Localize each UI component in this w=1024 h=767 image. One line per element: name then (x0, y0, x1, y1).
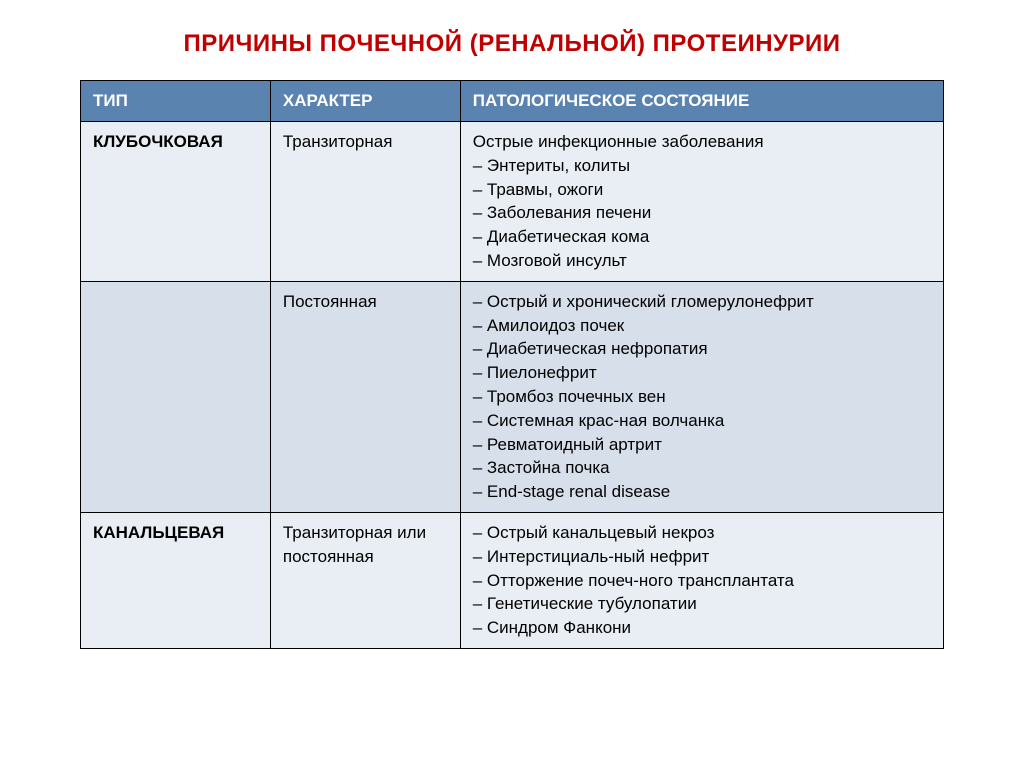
table-row: Постоянная – Острый и хронический гломер… (81, 281, 944, 512)
col-header-character: ХАРАКТЕР (270, 81, 460, 122)
cell-pathology: Острые инфекционные заболевания – Энтери… (460, 122, 943, 282)
slide-title: ПРИЧИНЫ ПОЧЕЧНОЙ (РЕНАЛЬНОЙ) ПРОТЕИНУРИИ (80, 30, 944, 58)
table-row: КАНАЛЬЦЕВАЯ Транзиторная или постоянная … (81, 512, 944, 648)
cell-character: Транзиторная или постоянная (270, 512, 460, 648)
cell-pathology: – Острый и хронический гломерулонефрит –… (460, 281, 943, 512)
cell-type: КЛУБОЧКОВАЯ (81, 122, 271, 282)
slide-container: ПРИЧИНЫ ПОЧЕЧНОЙ (РЕНАЛЬНОЙ) ПРОТЕИНУРИИ… (0, 0, 1024, 689)
table-row: КЛУБОЧКОВАЯ Транзиторная Острые инфекцио… (81, 122, 944, 282)
cell-pathology: – Острый канальцевый некроз – Интерстици… (460, 512, 943, 648)
cell-type: КАНАЛЬЦЕВАЯ (81, 512, 271, 648)
cell-type (81, 281, 271, 512)
cell-character: Постоянная (270, 281, 460, 512)
table-header-row: ТИП ХАРАКТЕР ПАТОЛОГИЧЕСКОЕ СОСТОЯНИЕ (81, 81, 944, 122)
col-header-type: ТИП (81, 81, 271, 122)
col-header-pathology: ПАТОЛОГИЧЕСКОЕ СОСТОЯНИЕ (460, 81, 943, 122)
proteinuria-table: ТИП ХАРАКТЕР ПАТОЛОГИЧЕСКОЕ СОСТОЯНИЕ КЛ… (80, 80, 944, 649)
cell-character: Транзиторная (270, 122, 460, 282)
